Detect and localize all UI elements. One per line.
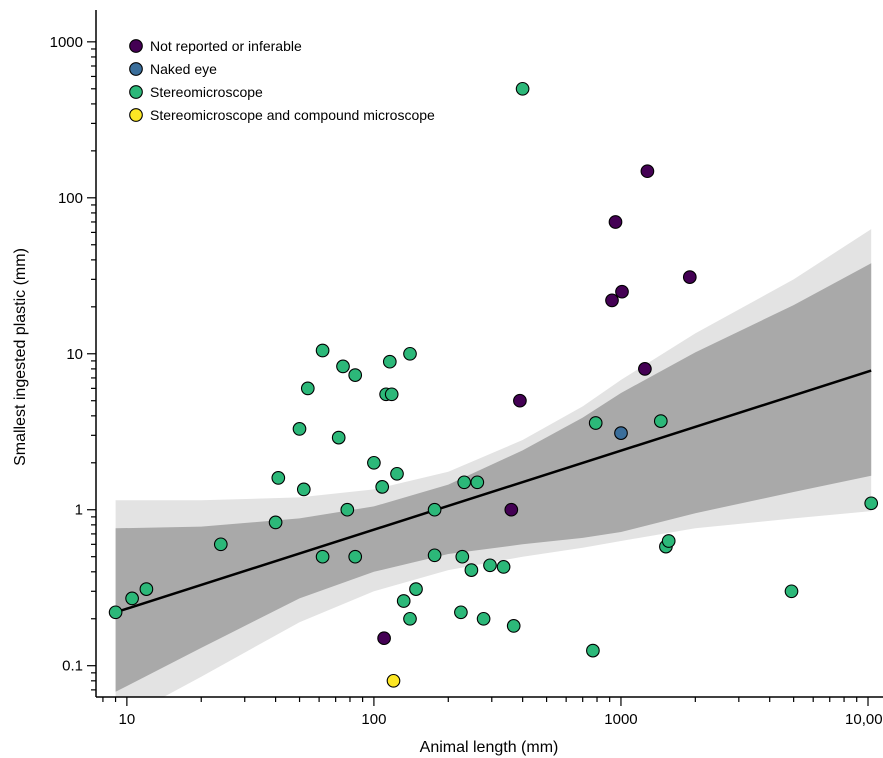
data-points — [108, 81, 879, 688]
data-point — [268, 515, 283, 530]
data-point — [340, 502, 355, 517]
legend-label: Stereomicroscope — [150, 84, 263, 100]
data-point — [386, 673, 401, 688]
regression-fit — [115, 369, 872, 614]
x-tick-label: 100 — [361, 711, 386, 728]
data-point — [336, 359, 350, 374]
data-point — [661, 534, 676, 548]
data-point — [515, 81, 530, 96]
data-point — [382, 354, 397, 369]
x-tick-label: 1000 — [604, 711, 637, 728]
data-point — [409, 582, 423, 596]
data-point — [375, 480, 390, 494]
data-point — [390, 466, 404, 481]
y-tick-label: 10 — [66, 346, 83, 363]
data-point — [348, 368, 363, 382]
legend-label: Stereomicroscope and compound microscope — [150, 107, 435, 123]
y-tick-label: 1 — [75, 502, 83, 519]
data-point — [315, 343, 330, 358]
data-point — [384, 387, 399, 402]
data-point — [427, 502, 442, 517]
data-point — [296, 482, 311, 497]
inner-confidence-band — [115, 263, 872, 692]
data-point — [483, 558, 497, 573]
legend-marker — [129, 39, 143, 53]
data-point — [476, 611, 491, 626]
data-point — [464, 563, 479, 577]
y-tick-label: 1000 — [50, 34, 83, 51]
data-point — [784, 584, 799, 599]
data-point — [300, 381, 315, 396]
data-point — [588, 416, 603, 430]
legend-marker — [129, 108, 143, 122]
axes: 10 100 1000 10,000 0.1 1 10 100 1000 — [50, 10, 883, 728]
data-point — [315, 549, 330, 564]
data-point — [638, 362, 652, 376]
data-point — [615, 284, 629, 299]
data-point — [292, 422, 307, 436]
x-axis-title: Animal length (mm) — [420, 739, 559, 756]
data-point — [470, 475, 485, 490]
x-tick-label: 10,000 — [845, 711, 883, 728]
data-point — [513, 393, 527, 408]
data-point — [125, 591, 139, 606]
data-point — [653, 414, 668, 428]
data-point — [608, 215, 623, 229]
data-point — [367, 455, 381, 470]
legend-marker — [129, 85, 143, 99]
data-point — [586, 643, 600, 658]
data-point — [427, 548, 442, 563]
data-point — [396, 594, 411, 608]
confidence-bands — [115, 229, 872, 697]
data-point — [454, 605, 468, 620]
data-point — [403, 611, 417, 626]
data-point — [403, 346, 417, 361]
data-point — [108, 605, 123, 620]
data-point — [496, 560, 511, 574]
data-point — [506, 619, 521, 633]
legend-label: Naked eye — [150, 61, 217, 77]
data-point — [682, 270, 697, 284]
x-tick-label: 10 — [119, 711, 136, 728]
data-point — [504, 502, 519, 517]
data-point — [348, 549, 363, 564]
data-point — [864, 496, 879, 511]
data-point — [640, 164, 655, 179]
legend: Not reported or inferable Naked eye Stereo… — [129, 38, 435, 123]
y-axis-title: Smallest ingested plastic (mm) — [12, 248, 29, 466]
data-point — [213, 537, 228, 552]
fit-line — [115, 369, 872, 614]
data-point — [139, 582, 154, 596]
legend-marker — [129, 62, 143, 76]
data-point — [614, 426, 628, 440]
y-tick-label: 100 — [58, 190, 83, 207]
data-point — [271, 471, 286, 485]
data-point — [455, 549, 470, 564]
legend-label: Not reported or inferable — [150, 38, 302, 54]
data-point — [605, 293, 619, 308]
data-point — [457, 475, 472, 490]
y-tick-label: 0.1 — [62, 658, 83, 675]
data-point — [331, 430, 346, 445]
data-point — [377, 631, 391, 646]
